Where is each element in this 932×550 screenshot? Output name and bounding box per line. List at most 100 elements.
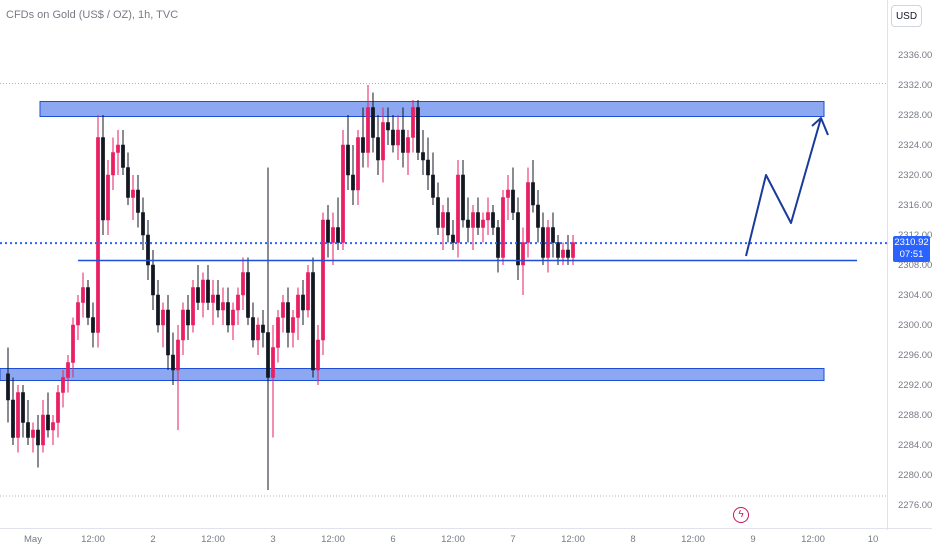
candle-up <box>41 414 45 446</box>
candle-down <box>261 324 265 333</box>
price-tick-label: 2276.00 <box>898 500 932 511</box>
candle-up <box>236 294 240 311</box>
time-tick-label: 9 <box>750 534 755 545</box>
price-tick-label: 2296.00 <box>898 350 932 361</box>
price-tick-label: 2324.00 <box>898 140 932 151</box>
candle-up <box>116 144 120 153</box>
time-tick-label: May <box>24 534 42 545</box>
candle-up <box>501 197 505 258</box>
time-tick-label: 12:00 <box>201 534 225 545</box>
candle-down <box>206 279 210 303</box>
candle-down <box>326 219 330 243</box>
chart-title: CFDs on Gold (US$ / OZ), 1h, TVC <box>6 9 179 21</box>
candle-down <box>336 227 340 243</box>
candle-down <box>436 197 440 228</box>
candle-down <box>286 302 290 333</box>
time-tick-label: 6 <box>390 534 395 545</box>
candle-up <box>341 144 345 243</box>
candle-down <box>391 129 395 146</box>
time-tick-label: 12:00 <box>81 534 105 545</box>
candle-down <box>386 122 390 131</box>
projection-path[interactable] <box>745 117 822 257</box>
time-tick-label: 2 <box>150 534 155 545</box>
candle-down <box>346 144 350 176</box>
candle-down <box>376 137 380 161</box>
candle-up <box>526 182 530 243</box>
price-tick-label: 2312.00 <box>898 230 932 241</box>
resistance-zone[interactable] <box>39 101 825 117</box>
candle-up <box>396 129 400 146</box>
lightning-event-icon[interactable]: ϟ <box>733 507 749 523</box>
time-tick-label: 12:00 <box>681 534 705 545</box>
candle-up <box>366 107 370 153</box>
support-zone[interactable] <box>0 368 825 381</box>
candle-up <box>521 242 525 266</box>
time-tick-label: 12:00 <box>801 534 825 545</box>
time-tick-label: 8 <box>630 534 635 545</box>
candle-up <box>456 174 460 243</box>
zones-layer[interactable] <box>0 101 825 381</box>
price-tick-label: 2308.00 <box>898 260 932 271</box>
candle-down <box>166 309 170 356</box>
candle-up <box>201 279 205 303</box>
candle-down <box>371 107 375 138</box>
candle-down <box>11 399 15 438</box>
candle-up <box>131 189 135 198</box>
candle-down <box>476 212 480 228</box>
candle-up <box>211 294 215 303</box>
candle-down <box>466 219 470 228</box>
candle-down <box>431 174 435 198</box>
candle-down <box>421 152 425 161</box>
candle-up <box>241 272 245 296</box>
candle-down <box>566 249 570 258</box>
candle-up <box>291 317 295 333</box>
candle-down <box>6 373 10 401</box>
price-tick-label: 2288.00 <box>898 410 932 421</box>
candle-down <box>401 129 405 153</box>
candle-down <box>126 167 130 198</box>
candle-up <box>506 189 510 198</box>
candle-up <box>161 309 165 326</box>
candle-down <box>491 212 495 228</box>
candle-up <box>81 287 85 303</box>
time-tick-label: 12:00 <box>321 534 345 545</box>
candle-up <box>231 309 235 326</box>
candle-down <box>516 212 520 266</box>
candle-up <box>106 174 110 221</box>
candle-down <box>21 392 25 423</box>
candle-down <box>26 422 30 438</box>
candle-down <box>171 354 175 371</box>
candle-up <box>66 362 70 378</box>
time-tick-label: 7 <box>510 534 515 545</box>
time-tick-label: 10 <box>868 534 879 545</box>
candle-down <box>146 234 150 266</box>
price-tick-label: 2292.00 <box>898 380 932 391</box>
candle-up <box>56 392 60 423</box>
candle-down <box>511 189 515 213</box>
candle-up <box>281 302 285 318</box>
time-axis[interactable]: May 12:00 2 12:00 3 12:00 6 12:00 7 12:00 8 12:00 9 1… <box>24 534 878 545</box>
candle-up <box>16 392 20 438</box>
candle-down <box>446 212 450 236</box>
price-axis[interactable]: 2336.00 2332.00 2328.00 2324.00 2320.00 2316.… <box>898 50 932 511</box>
currency-button[interactable]: USD <box>891 5 922 27</box>
candle-down <box>156 294 160 326</box>
candle-down <box>301 294 305 311</box>
candle-up <box>181 309 185 341</box>
candle-up <box>561 249 565 258</box>
candle-down <box>531 182 535 206</box>
candle-down <box>196 287 200 303</box>
candle-down <box>246 272 250 318</box>
candle-down <box>226 302 230 326</box>
time-tick-label: 12:00 <box>441 534 465 545</box>
candle-up <box>61 377 65 393</box>
price-tick-label: 2280.00 <box>898 470 932 481</box>
candle-up <box>306 272 310 311</box>
price-tick-label: 2316.00 <box>898 200 932 211</box>
lines-layer[interactable] <box>0 117 887 262</box>
candle-down <box>136 189 140 213</box>
current-price-label: 2310.92 <box>894 237 929 248</box>
time-tick-label: 3 <box>270 534 275 545</box>
candle-up <box>296 294 300 318</box>
